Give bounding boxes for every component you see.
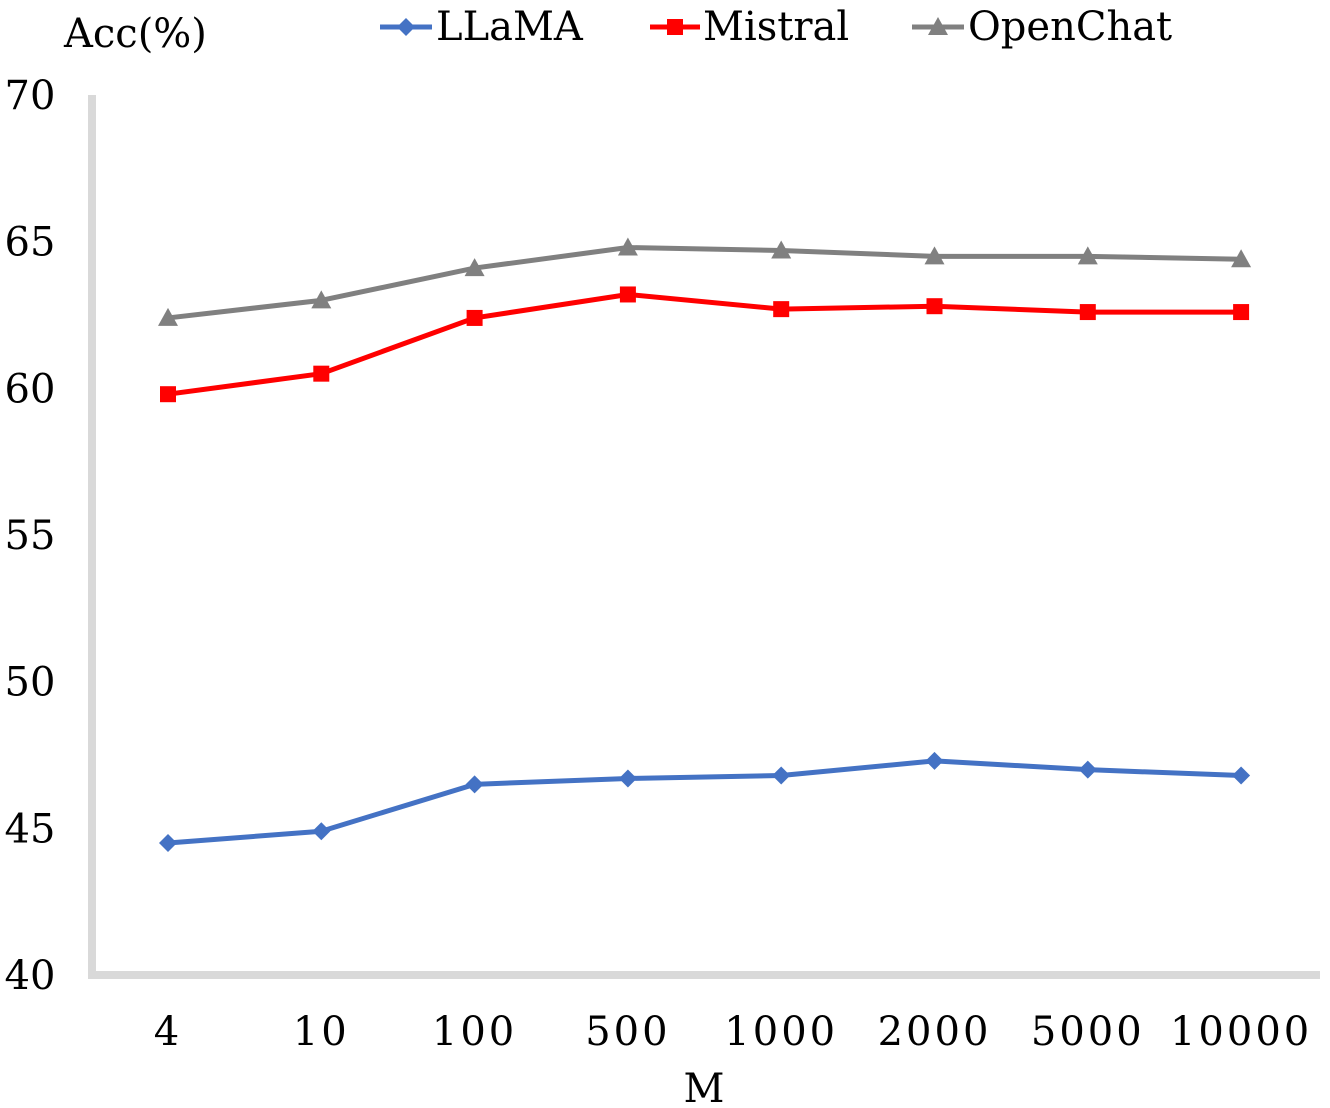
- data-point-mistral: [926, 298, 943, 315]
- series-line-llama: [165, 758, 1244, 846]
- x-tick-label: 4: [154, 1009, 182, 1055]
- x-tick-label: 5000: [1031, 1009, 1145, 1055]
- series-openchat: [158, 237, 1252, 326]
- y-tick-label: 70: [5, 73, 56, 119]
- data-point-mistral: [1233, 304, 1250, 321]
- axes: [88, 95, 1320, 979]
- y-tick-label: 60: [5, 366, 56, 412]
- data-point-llama: [925, 751, 944, 770]
- legend: LLaMA Mistral OpenChat: [380, 4, 1172, 50]
- data-point-openchat: [464, 258, 485, 277]
- data-point-openchat: [1231, 249, 1252, 268]
- legend-label: Mistral: [703, 4, 849, 50]
- data-point-openchat: [158, 307, 178, 326]
- x-tick-label: 500: [585, 1009, 670, 1055]
- data-point-mistral: [619, 286, 636, 303]
- x-tick-labels: 4 10 100 500 1000 2000 5000 10000: [154, 1009, 1312, 1055]
- x-axis-title: M: [684, 1066, 725, 1108]
- x-tick-label: 10000: [1170, 1009, 1312, 1055]
- y-tick-labels: 40 45 50 55 60 65 70: [5, 73, 56, 999]
- data-point-openchat: [617, 237, 638, 256]
- legend-label: OpenChat: [968, 4, 1172, 50]
- data-point-mistral: [773, 301, 790, 318]
- data-point-mistral: [160, 386, 176, 403]
- x-tick-label: 100: [432, 1009, 517, 1055]
- data-point-mistral: [466, 309, 483, 326]
- y-tick-label: 45: [5, 806, 56, 852]
- data-point-openchat: [311, 290, 332, 309]
- legend-marker: [397, 18, 415, 36]
- series-mistral: [160, 286, 1250, 403]
- legend-marker: [928, 17, 948, 35]
- data-point-llama: [312, 822, 331, 841]
- y-axis-title: Acc(%): [63, 11, 207, 57]
- y-tick-label: 50: [5, 660, 56, 706]
- data-point-mistral: [313, 365, 330, 382]
- y-tick-label: 55: [5, 513, 56, 559]
- y-tick-label: 40: [5, 953, 56, 999]
- legend-marker: [667, 19, 683, 35]
- data-point-llama: [159, 834, 177, 852]
- data-point-llama: [772, 766, 791, 785]
- x-tick-label: 1000: [724, 1009, 838, 1055]
- legend-item-llama: LLaMA: [380, 4, 584, 50]
- x-tick-label: 10: [293, 1009, 350, 1055]
- data-point-openchat: [1077, 246, 1098, 265]
- data-point-mistral: [1079, 304, 1096, 321]
- data-point-llama: [1078, 760, 1097, 779]
- series-line-mistral: [165, 291, 1244, 397]
- data-point-llama: [618, 769, 637, 788]
- data-point-llama: [465, 775, 484, 794]
- y-tick-label: 65: [5, 220, 56, 266]
- data-point-openchat: [924, 246, 945, 265]
- series-layer: [158, 237, 1252, 852]
- legend-item-mistral: Mistral: [650, 4, 849, 50]
- data-point-llama: [1232, 766, 1251, 785]
- series-llama: [159, 751, 1251, 852]
- x-tick-label: 2000: [878, 1009, 992, 1055]
- data-point-openchat: [771, 240, 792, 259]
- series-line-openchat: [165, 245, 1244, 321]
- legend-label: LLaMA: [436, 4, 584, 50]
- legend-item-openchat: OpenChat: [912, 4, 1172, 50]
